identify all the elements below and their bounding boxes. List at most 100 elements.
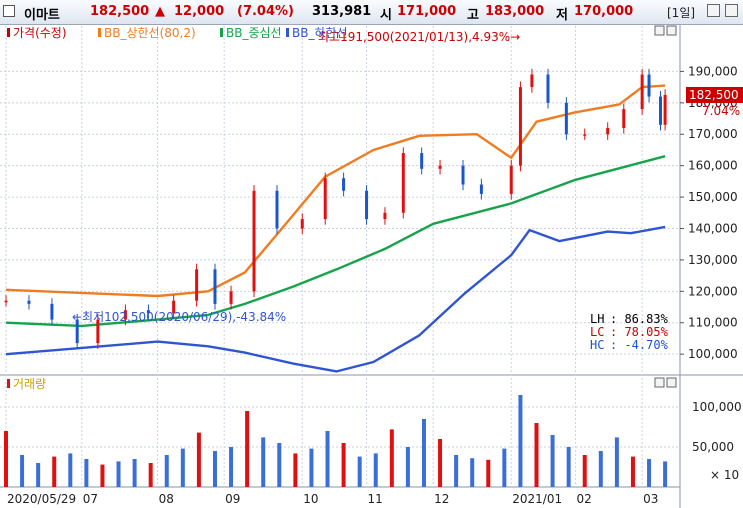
candle-body (530, 74, 534, 88)
candle-body (647, 74, 651, 97)
candle-body (96, 319, 100, 344)
x-tick-label: 10 (303, 492, 318, 506)
volume-bar (229, 447, 234, 487)
stat-value: : 86.83% (610, 312, 669, 326)
candle-body (564, 102, 568, 135)
x-tick-label: 02 (577, 492, 592, 506)
legend-marker (98, 28, 101, 37)
candle-body (323, 178, 327, 220)
volume-bar (325, 431, 330, 487)
change-arrow-icon: ▲ (155, 4, 165, 19)
volume-bar (421, 419, 426, 487)
volume-bar (52, 456, 57, 487)
x-tick-label: 11 (368, 492, 383, 506)
legend-item: BB_하한선 (292, 26, 348, 40)
period-selector[interactable]: [1일] (667, 6, 696, 20)
volume-bar (582, 455, 587, 487)
volume-legend-marker (7, 379, 10, 388)
candle-body (583, 134, 587, 136)
stat-label: LH (590, 312, 604, 326)
candle-body (195, 269, 199, 301)
current-change-label: 7.04% (702, 104, 740, 118)
volume-bar (486, 459, 491, 487)
y-tick-label: 120,000 (688, 284, 738, 298)
volume-bar (438, 439, 443, 487)
volume-bar (470, 458, 475, 487)
volume-bar (261, 437, 266, 487)
legend-item: BB_중심선 (226, 26, 282, 40)
candle-body (252, 190, 256, 292)
volume-bar (454, 455, 459, 487)
high-label: 고 (467, 8, 479, 23)
volume-bar (245, 411, 250, 487)
y-tick-label: 170,000 (688, 127, 738, 141)
stat-label: HC (590, 338, 604, 352)
volume-y-tick-label: 50,000 (692, 440, 734, 454)
low-price: 170,000 (574, 4, 634, 19)
close-button[interactable] (725, 4, 738, 17)
minimize-button[interactable] (707, 4, 720, 17)
volume-bar (277, 443, 282, 487)
y-tick-label: 160,000 (688, 159, 738, 173)
volume-bar (4, 431, 8, 487)
open-label: 시 (380, 8, 392, 23)
volume-unit-label: × 10 (710, 468, 739, 482)
candle-body (172, 300, 176, 314)
legend-item: BB_상한선(80,2) (104, 26, 196, 40)
volume-bar (132, 459, 137, 487)
price-panel (0, 25, 743, 373)
candle-body (546, 74, 550, 103)
x-tick-label: 2020/05/29 (7, 492, 76, 506)
volume-bar (100, 464, 105, 487)
volume-bar (373, 453, 378, 487)
volume-close-button (666, 377, 677, 388)
y-tick-label: 110,000 (688, 316, 738, 330)
current-price-tag-label: 182,500 (689, 88, 739, 102)
candle-body (663, 94, 667, 125)
volume-bar (341, 443, 346, 487)
volume-bar (663, 461, 668, 487)
volume-bar (212, 451, 217, 487)
candle-body (401, 153, 405, 213)
candle-body (420, 153, 424, 169)
volume-bar (68, 453, 73, 487)
volume-bar (614, 437, 619, 487)
checkbox[interactable] (3, 5, 15, 17)
candle-body (622, 109, 626, 128)
x-tick-label: 09 (225, 492, 240, 506)
candle-body (518, 87, 522, 166)
volume-panel (0, 375, 743, 487)
volume-bar (357, 456, 362, 487)
x-tick-label: 2021/01 (512, 492, 562, 506)
volume-bar (148, 463, 153, 487)
candle-body (213, 269, 217, 304)
low-label: 저 (556, 8, 568, 23)
price-change: 12,000 (174, 4, 225, 19)
x-tick-label: 08 (159, 492, 174, 506)
y-tick-label: 130,000 (688, 253, 738, 267)
candle-body (438, 165, 442, 169)
stock-header-bar: 이마트 182,500 ▲ 12,000 (7.04%) 313,981 시 1… (0, 0, 743, 25)
change-percent: (7.04%) (237, 4, 294, 19)
volume-bar (309, 448, 314, 487)
x-tick-label: 12 (434, 492, 449, 506)
panel-min-button (654, 25, 665, 36)
candle-body (383, 212, 387, 220)
candle-body (50, 303, 54, 320)
y-tick-label: 150,000 (688, 190, 738, 204)
panel-close-button (666, 25, 677, 36)
candle-body (640, 74, 644, 110)
volume-bar (598, 451, 603, 487)
candle-body (123, 310, 127, 320)
stat-label: LC (590, 325, 604, 339)
volume-bar (180, 448, 185, 487)
current-price-tag (686, 86, 743, 103)
stock-name: 이마트 (24, 8, 60, 23)
legend-marker (7, 28, 10, 37)
bb-mid-line (5, 155, 666, 328)
candle-body (146, 310, 150, 314)
candle-body (461, 165, 465, 185)
volume-bar (518, 395, 523, 487)
volume-y-tick-label: 100,000 (692, 400, 742, 414)
x-tick-label: 07 (83, 492, 98, 506)
